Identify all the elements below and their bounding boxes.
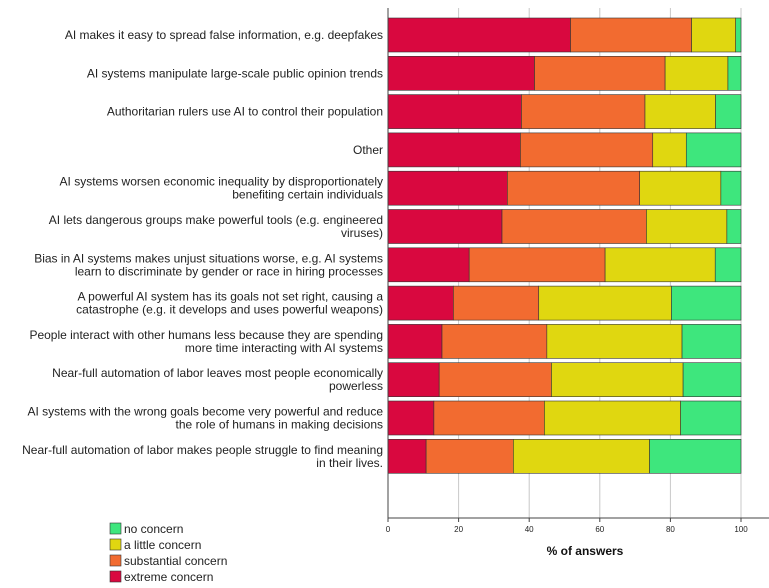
bar-substantial-concern-10 [433,400,545,436]
bar-no-concern-1 [727,55,742,91]
x-axis: 0 20 40 60 80 100 [386,8,769,534]
category-label: Near-full automation of labor makes peop… [22,443,383,457]
bar-substantial-concern-11 [425,438,514,474]
bar-a-little-concern-2 [644,94,716,129]
category-label: Other [353,143,383,157]
bar-a-little-concern-0 [691,17,737,53]
bar-substantial-concern-7 [453,285,540,321]
bar-no-concern-3 [685,132,742,168]
category-label: AI lets dangerous groups make powerful t… [49,213,383,227]
category-label: catastrophe (e.g. it develops and uses p… [76,303,383,317]
bar-substantial-concern-2 [521,94,646,129]
bar-a-little-concern-4 [639,170,722,206]
bars [387,17,742,474]
category-label: powerless [329,379,383,393]
category-label: more time interacting with AI systems [185,341,383,355]
category-label: benefiting certain individuals [232,188,383,202]
legend-label: substantial concern [124,554,227,568]
bar-no-concern-10 [680,400,742,436]
legend-swatch-extreme-concern [109,570,122,583]
bar-extreme-concern-7 [387,285,454,321]
bar-no-concern-2 [715,94,742,129]
legend: no concern a little concern substantial co… [109,522,227,584]
category-label: in their lives. [316,456,383,470]
legend-swatch-substantial-concern [109,554,122,567]
category-label: AI systems with the wrong goals become v… [27,405,383,419]
category-label: A powerful AI system has its goals not s… [78,290,384,304]
bar-a-little-concern-11 [513,438,650,474]
category-label: viruses) [341,226,383,240]
bar-extreme-concern-0 [387,17,571,53]
category-label: AI systems manipulate large-scale public… [87,66,383,80]
bar-a-little-concern-1 [664,55,729,91]
category-label: Near-full automation of labor leaves mos… [52,366,383,380]
bar-a-little-concern-7 [538,285,672,321]
bar-no-concern-9 [682,362,742,398]
bar-extreme-concern-4 [387,170,508,206]
bar-no-concern-5 [726,209,742,244]
bar-substantial-concern-8 [441,324,548,359]
bar-no-concern-6 [714,247,742,283]
bar-no-concern-4 [720,170,742,206]
bar-extreme-concern-8 [387,324,443,359]
bar-extreme-concern-11 [387,438,427,474]
legend-swatch-a-little-concern [109,538,122,551]
bar-a-little-concern-5 [646,209,728,244]
category-label: AI systems worsen economic inequality by… [60,175,383,189]
bar-substantial-concern-6 [468,247,606,283]
legend-label: a little concern [124,538,201,552]
category-label: AI makes it easy to spread false informa… [65,28,383,42]
x-axis-title: % of answers [547,544,624,558]
bar-a-little-concern-6 [604,247,716,283]
bar-extreme-concern-1 [387,55,535,91]
bar-substantial-concern-3 [520,132,654,168]
category-label: People interact with other humans less b… [29,328,383,342]
category-labels: AI makes it easy to spread false informa… [22,28,383,470]
bar-substantial-concern-5 [501,209,647,244]
bar-substantial-concern-9 [438,362,552,398]
bar-a-little-concern-8 [546,324,683,359]
x-tick-label: 100 [734,525,748,534]
category-label: Authoritarian rulers use AI to control t… [107,105,383,119]
x-tick-label: 80 [666,525,675,534]
x-tick-label: 40 [525,525,534,534]
bar-substantial-concern-0 [570,17,692,53]
bar-no-concern-7 [671,285,742,321]
x-tick-label: 60 [595,525,604,534]
category-label: the role of humans in making decisions [176,418,383,432]
bar-a-little-concern-3 [652,132,687,168]
bar-no-concern-8 [681,324,742,359]
bar-substantial-concern-1 [534,55,666,91]
bar-extreme-concern-5 [387,209,503,244]
x-tick-label: 20 [454,525,463,534]
legend-label: no concern [124,522,183,536]
bar-a-little-concern-10 [544,400,681,436]
legend-label: extreme concern [124,570,213,584]
bar-substantial-concern-4 [507,170,640,206]
bar-extreme-concern-9 [387,362,440,398]
category-label: Bias in AI systems makes unjust situatio… [34,251,383,265]
x-tick-label: 0 [386,525,391,534]
bar-extreme-concern-3 [387,132,521,168]
category-label: learn to discriminate by gender or race … [75,264,383,278]
bar-a-little-concern-9 [551,362,684,398]
bar-no-concern-11 [649,438,742,474]
bar-extreme-concern-2 [387,94,522,129]
bar-extreme-concern-10 [387,400,435,436]
bar-no-concern-0 [735,17,742,53]
legend-swatch-no-concern [109,522,122,535]
bar-extreme-concern-6 [387,247,470,283]
